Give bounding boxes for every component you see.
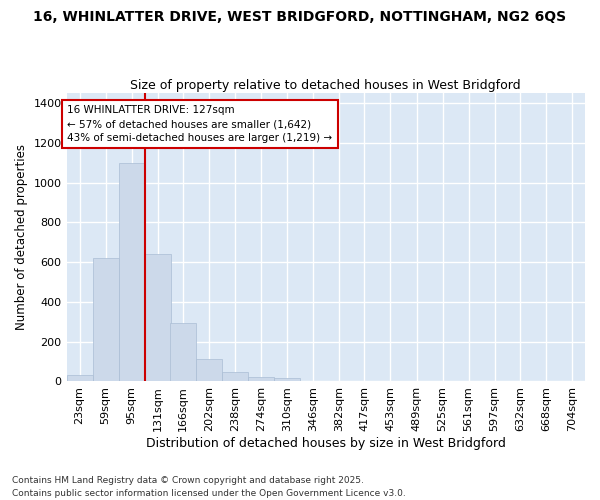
- Bar: [274, 378, 300, 382]
- Text: Contains HM Land Registry data © Crown copyright and database right 2025.
Contai: Contains HM Land Registry data © Crown c…: [12, 476, 406, 498]
- Bar: [222, 372, 248, 382]
- Bar: [196, 358, 222, 382]
- Bar: [145, 254, 170, 382]
- Text: 16, WHINLATTER DRIVE, WEST BRIDGFORD, NOTTINGHAM, NG2 6QS: 16, WHINLATTER DRIVE, WEST BRIDGFORD, NO…: [34, 10, 566, 24]
- X-axis label: Distribution of detached houses by size in West Bridgford: Distribution of detached houses by size …: [146, 437, 506, 450]
- Bar: [248, 378, 274, 382]
- Bar: [119, 163, 145, 382]
- Title: Size of property relative to detached houses in West Bridgford: Size of property relative to detached ho…: [130, 79, 521, 92]
- Bar: [92, 258, 119, 382]
- Bar: [170, 323, 196, 382]
- Text: 16 WHINLATTER DRIVE: 127sqm
← 57% of detached houses are smaller (1,642)
43% of : 16 WHINLATTER DRIVE: 127sqm ← 57% of det…: [67, 105, 332, 143]
- Y-axis label: Number of detached properties: Number of detached properties: [15, 144, 28, 330]
- Bar: [67, 376, 92, 382]
